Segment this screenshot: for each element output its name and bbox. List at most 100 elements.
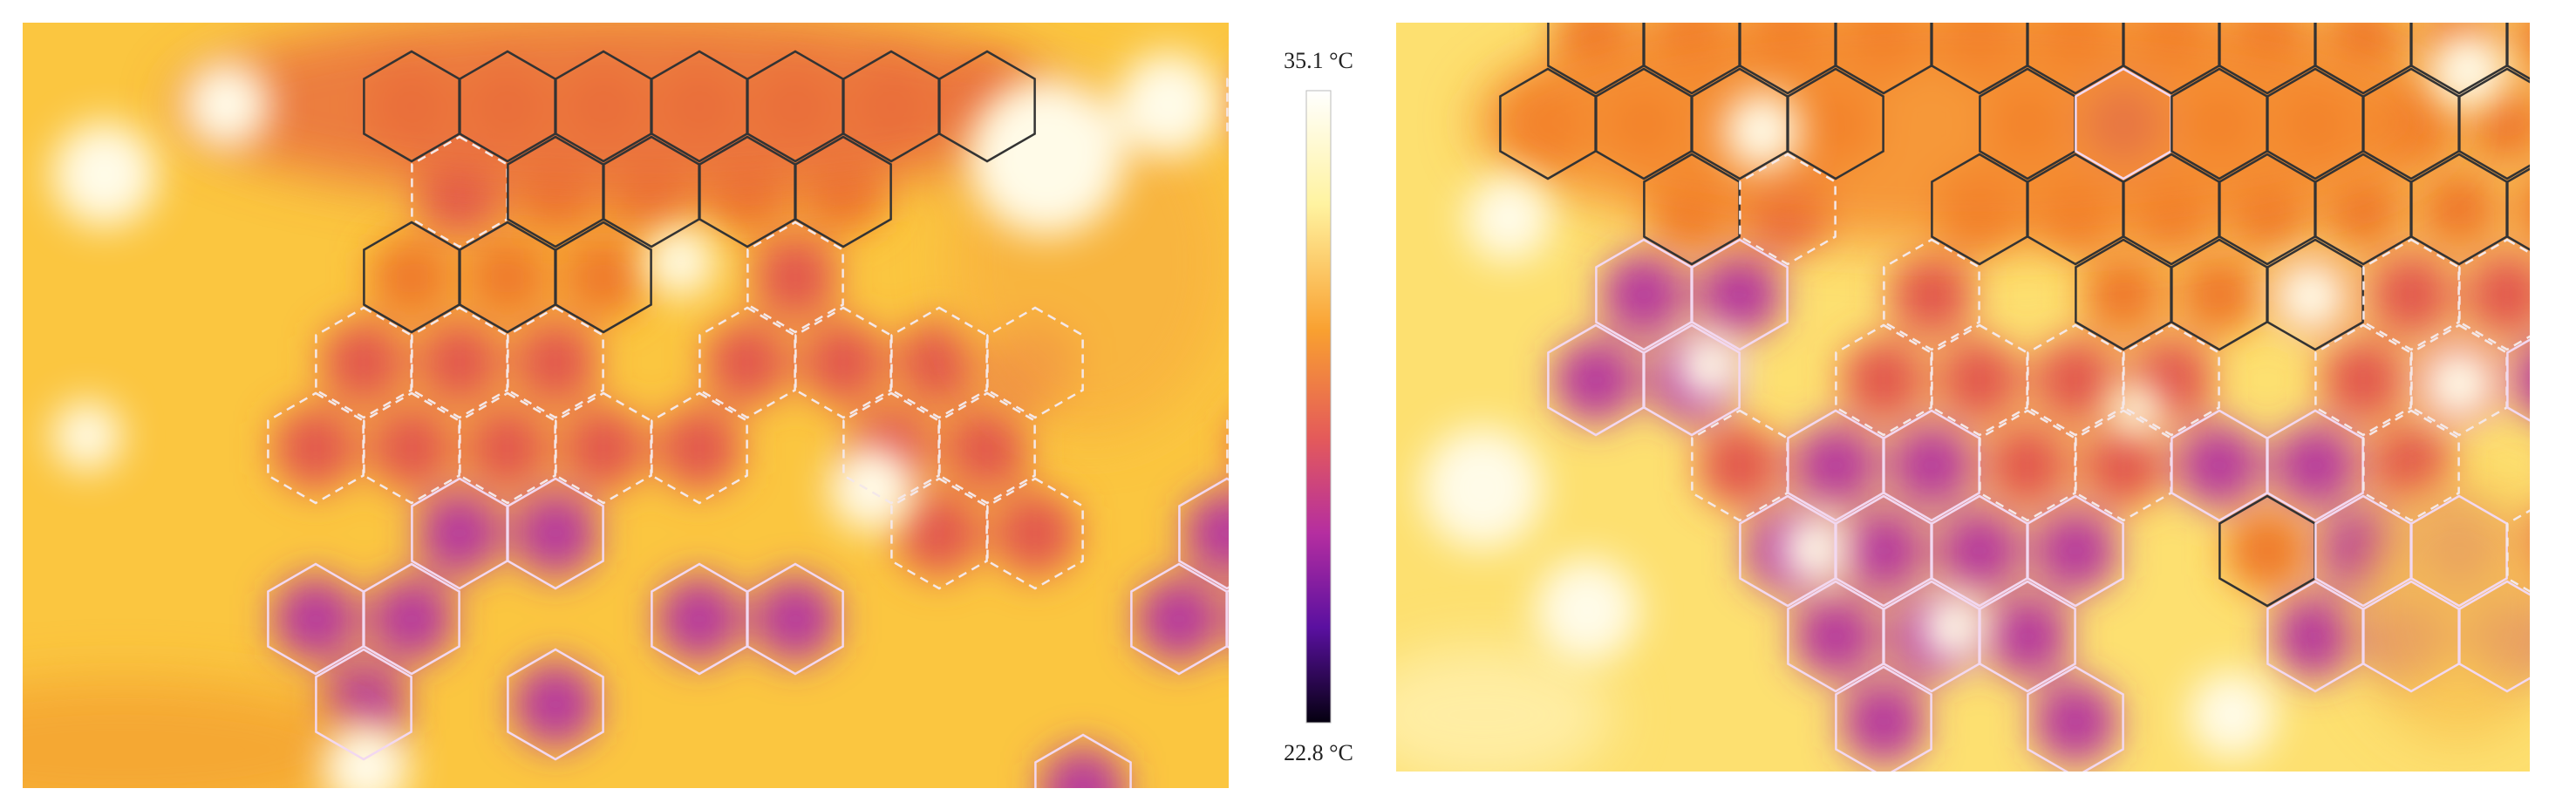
hex-heat [2514, 348, 2530, 412]
hex-cell [2362, 238, 2460, 351]
hex-cell [411, 135, 508, 248]
colorbar: 35.1 °C 22.8 °C [1284, 48, 1353, 765]
hex-heat [2563, 78, 2576, 171]
hex-heat [2418, 162, 2500, 256]
hex-heat [1843, 333, 1925, 427]
hex-heat [2563, 590, 2576, 683]
white-spot [2272, 257, 2350, 336]
hex-cell [794, 135, 892, 248]
hex-heat [1891, 418, 1973, 513]
hex-heat [2274, 418, 2356, 513]
hex-cell [1691, 238, 1789, 351]
hex-cell [2458, 238, 2530, 351]
hex-heat [1235, 60, 1316, 153]
hex-cell [986, 306, 1084, 419]
hex-heat [1843, 504, 1925, 598]
hex-cell [1739, 153, 1837, 266]
hex-heat [1699, 418, 1781, 513]
hex-cell [1643, 23, 1741, 95]
hex-cell [507, 648, 604, 761]
white-spot [2420, 344, 2498, 423]
hex-cell [555, 221, 652, 334]
hex-cell [890, 306, 988, 419]
hex-heat [2178, 248, 2260, 342]
hex-heat [658, 572, 740, 666]
hex-cell [1643, 323, 1741, 437]
hex-cell [2362, 409, 2460, 522]
hex-heat [754, 572, 836, 666]
hex-cell [651, 391, 748, 505]
hex-cell [2555, 411, 2576, 520]
hex-cell [507, 477, 604, 590]
hex-heat [1603, 248, 1685, 342]
hex-cell [2555, 69, 2576, 179]
hex-heat [1042, 743, 1124, 788]
hex-cell [2314, 323, 2412, 437]
hex-cell [1226, 418, 1229, 478]
hex-heat [1795, 418, 1877, 513]
hex-heat [1891, 248, 1973, 342]
white-spot [1722, 92, 1801, 170]
hex-cell [2555, 581, 2576, 691]
hex-cell [2506, 167, 2530, 251]
hex-cell [2123, 323, 2220, 437]
colorbar-max-label: 35.1 °C [1284, 48, 1353, 73]
thermal-panel-left [23, 23, 1316, 788]
hex-heat [515, 486, 596, 581]
hex-heat [754, 230, 836, 324]
white-spot [2189, 671, 2276, 758]
hex-cell [2506, 338, 2530, 422]
white-spot [828, 445, 916, 532]
hex-cell [1226, 77, 1229, 136]
hex-heat [2082, 418, 2164, 513]
hex-heat [2178, 418, 2260, 513]
white-spot [1918, 593, 1988, 663]
hex-heat [1699, 248, 1781, 342]
hex-cell [938, 391, 1036, 505]
hex-cell [1835, 23, 1932, 95]
hex-cell [267, 391, 365, 505]
hex-heat [515, 316, 596, 410]
hex-cell [2458, 580, 2530, 693]
hex-cell [890, 477, 988, 590]
hex-cell [1979, 580, 2076, 693]
hex-cell [794, 306, 892, 419]
hex-heat [2514, 177, 2530, 241]
white-spot [52, 401, 122, 471]
white-spot [645, 227, 715, 296]
hex-heat [706, 316, 788, 410]
warm-region [1396, 645, 1613, 772]
white-spot [1116, 52, 1221, 157]
colorbar-gradient [1305, 90, 1332, 724]
hex-cell [1931, 323, 2028, 437]
hex-cell [2410, 323, 2508, 437]
hex-heat [1987, 418, 2068, 513]
hex-heat [1939, 333, 2021, 427]
hex-heat [2322, 333, 2404, 427]
hex-cell [2027, 23, 2124, 95]
hex-cell [1178, 477, 1229, 590]
white-spot [52, 122, 157, 227]
hex-cell [2555, 240, 2576, 350]
hex-heat [515, 657, 596, 751]
hex-heat [562, 230, 644, 324]
hex-heat [371, 572, 453, 666]
hex-heat [2034, 504, 2116, 598]
hex-heat [275, 572, 357, 666]
hex-cell [986, 477, 1084, 590]
hex-heat [419, 486, 501, 581]
hex-heat [1186, 486, 1229, 581]
hex-heat [802, 316, 884, 410]
warm-region [23, 680, 384, 788]
hex-cell [1739, 23, 1837, 95]
hex-heat [2563, 248, 2576, 341]
hex-cell [363, 562, 460, 676]
white-spot [1674, 331, 1744, 401]
hex-cell [2027, 494, 2124, 608]
warm-region [1474, 23, 2450, 244]
hex-heat [2514, 23, 2530, 71]
hex-cell [315, 648, 412, 761]
hex-cell [363, 391, 460, 505]
hex-heat [2370, 248, 2452, 342]
